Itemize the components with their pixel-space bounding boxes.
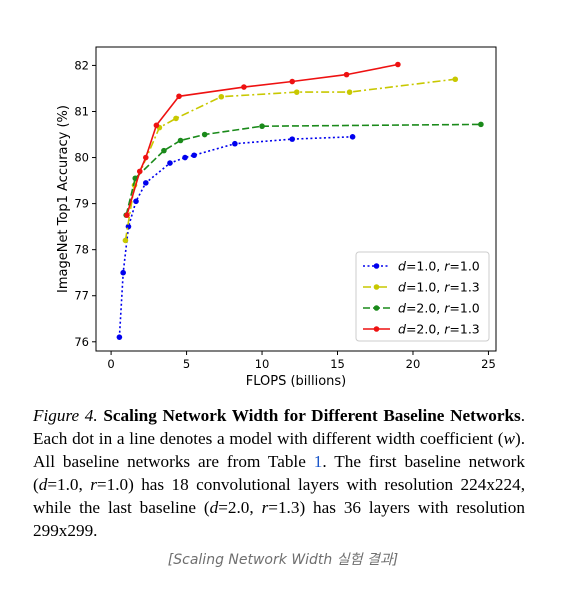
y-tick-label: 80 xyxy=(74,151,89,165)
legend: d=1.0, r=1.0d=1.0, r=1.3d=2.0, r=1.0d=2.… xyxy=(355,251,490,342)
series-3-point-4 xyxy=(177,137,184,144)
series-line-2 xyxy=(124,78,456,241)
caption-text-1: . Each dot in a line denotes a model wit… xyxy=(33,406,526,448)
legend-swatch-marker xyxy=(373,284,380,290)
legend-swatch-marker xyxy=(373,305,380,311)
series-3-point-7 xyxy=(478,121,484,128)
legend-swatch-marker xyxy=(373,326,380,332)
legend-entry-part: =2.0, xyxy=(406,301,444,316)
legend-entry-part: =2.0, xyxy=(406,322,444,337)
figure-label: Figure 4. xyxy=(33,406,98,425)
series-line-1 xyxy=(118,136,353,338)
caption-text-7: =1.3) has 36 layers with resolution 299x… xyxy=(33,498,525,540)
caption-text-5: =1.0) has 18 convolutional layers with r… xyxy=(33,475,525,517)
series-2-point-4 xyxy=(173,115,179,122)
legend-entry-part: =1.0, xyxy=(406,280,444,295)
series-1-point-4 xyxy=(133,198,139,205)
x-axis-label: FLOPS (billions) xyxy=(246,374,347,389)
figure-caption: Figure 4. Scaling Network Width for Diff… xyxy=(33,404,525,542)
series-3-point-6 xyxy=(259,123,265,130)
caption-text-6: =2.0, xyxy=(218,498,262,517)
caption-var-w: w xyxy=(503,429,515,448)
legend-swatch-marker xyxy=(373,263,380,269)
caption-var-r: r xyxy=(90,475,97,494)
series-1-point-9 xyxy=(232,140,238,147)
legend-entry-part: =1.0, xyxy=(406,259,444,274)
series-4-point-5 xyxy=(176,93,182,100)
series-4-point-7 xyxy=(289,78,296,85)
series-1-point-1 xyxy=(116,334,123,340)
caption-var-d: d xyxy=(209,498,219,517)
legend-box xyxy=(355,251,490,342)
series-1-point-11 xyxy=(349,134,356,140)
caption-text-3: . The first baseline network ( xyxy=(33,452,526,494)
legend-entry-part: d xyxy=(398,259,406,274)
series-1-point-2 xyxy=(120,269,126,276)
table-reference-link[interactable]: 1 xyxy=(313,452,323,471)
y-tick-label: 82 xyxy=(74,58,89,72)
series-1-point-5 xyxy=(143,180,149,186)
legend-entry-part: d xyxy=(398,301,406,316)
series-4-point-6 xyxy=(241,84,247,90)
series-1-point-8 xyxy=(191,152,197,159)
legend-entry-3: d=2.0, r=1.0 xyxy=(398,301,480,316)
caption-text-4: =1.0, xyxy=(47,475,91,494)
legend-entry-part: r xyxy=(444,322,450,337)
series-3-point-5 xyxy=(201,131,208,138)
series-2-point-8 xyxy=(452,76,459,83)
x-tick-label: 10 xyxy=(255,357,270,371)
series-4-point-4 xyxy=(153,122,160,129)
legend-entry-part: r xyxy=(444,259,450,274)
caption-text-2: ). All baseline networks are from Table xyxy=(33,429,525,471)
series-1-point-7 xyxy=(182,154,188,161)
y-tick-label: 76 xyxy=(74,335,89,349)
series-4-point-9 xyxy=(395,61,401,68)
series-3-point-3 xyxy=(161,147,167,154)
x-tick-label: 20 xyxy=(406,357,421,371)
series-2-point-6 xyxy=(293,89,300,95)
scaling-width-chart: 0 5 10 15 20 25 76 77 78 79 80 81 82 FLOPS (billions… xyxy=(56,46,497,389)
x-tick-label: 15 xyxy=(330,357,345,371)
caption-var-d: d xyxy=(38,475,48,494)
y-axis-label: ImageNet Top1 Accuracy (%) xyxy=(56,105,71,293)
series-2-point-1 xyxy=(122,237,129,244)
legend-entry-part: r xyxy=(444,280,450,295)
series-2-point-7 xyxy=(346,89,353,95)
sub-caption: [Scaling Network Width 실험 결과] xyxy=(167,552,399,568)
series-4-point-3 xyxy=(143,154,149,161)
series-4-point-8 xyxy=(343,71,350,78)
legend-entry-2: d=1.0, r=1.3 xyxy=(398,280,480,295)
series-1-point-6 xyxy=(167,160,173,166)
legend-entry-part: d xyxy=(398,280,406,295)
y-tick-label: 78 xyxy=(74,243,89,257)
y-tick-label: 81 xyxy=(74,104,89,118)
series-2-point-5 xyxy=(218,93,225,100)
legend-entry-part: r xyxy=(444,301,450,316)
caption-var-r: r xyxy=(261,498,269,517)
legend-entry-part: =1.0 xyxy=(449,301,479,316)
legend-entry-part: =1.0 xyxy=(449,259,479,274)
x-tick-label: 5 xyxy=(183,357,190,371)
legend-entry-part: d xyxy=(398,322,406,337)
y-tick-label: 77 xyxy=(74,289,89,303)
plot-frame xyxy=(95,46,497,352)
series-4-point-1 xyxy=(124,212,130,218)
series-4-point-2 xyxy=(136,168,143,175)
legend-entry-4: d=2.0, r=1.3 xyxy=(398,322,480,337)
y-tick-label: 79 xyxy=(74,197,89,211)
legend-entry-part: =1.3 xyxy=(449,280,479,295)
legend-entry-1: d=1.0, r=1.0 xyxy=(398,259,480,274)
x-tick-label: 25 xyxy=(481,357,496,371)
x-tick-label: 0 xyxy=(107,357,114,371)
figure-title: Scaling Network Width for Different Base… xyxy=(103,406,521,425)
series-line-4 xyxy=(126,63,399,216)
legend-entry-part: =1.3 xyxy=(449,322,479,337)
series-1-point-10 xyxy=(289,136,296,142)
